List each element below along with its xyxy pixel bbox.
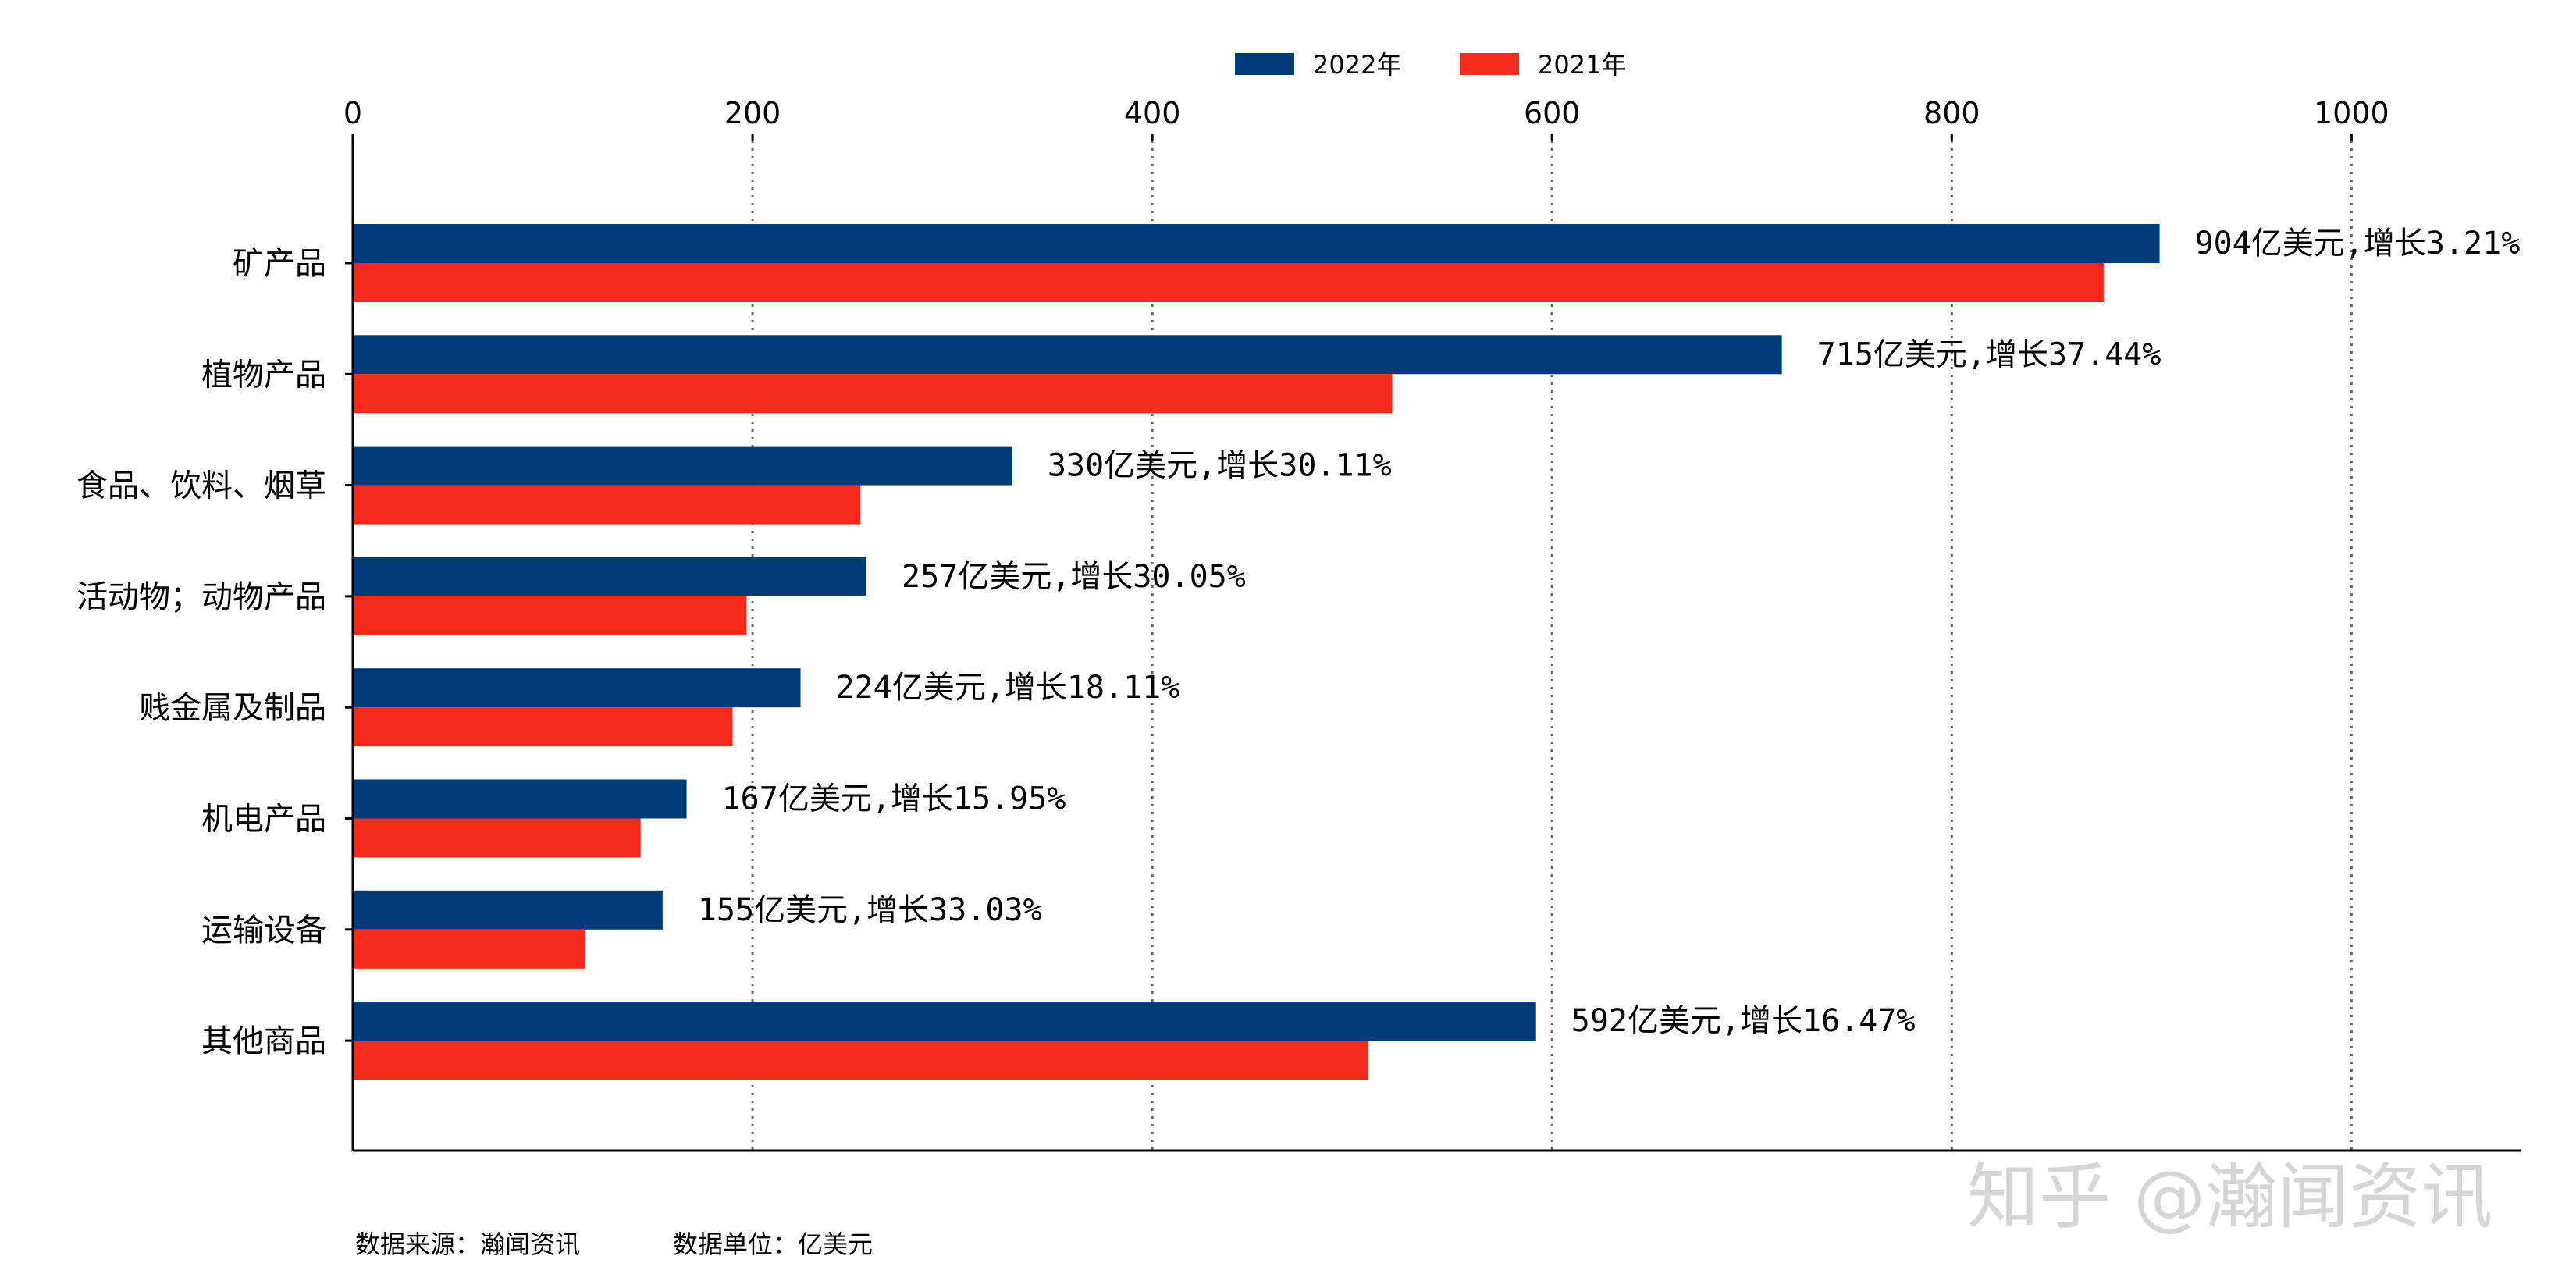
category-label: 植物产品 xyxy=(201,357,326,393)
legend: 2022年 2021年 xyxy=(1235,50,1626,80)
x-tick-label: 200 xyxy=(724,96,781,130)
x-tick-labels: 0 200 400 600 800 1000 xyxy=(343,96,2389,130)
bar-series2 xyxy=(353,485,861,525)
x-tick-label: 600 xyxy=(1524,96,1581,130)
data-labels: 904亿美元,增长3.21% 715亿美元,增长37.44% 330亿美元,增长30… xyxy=(698,226,2520,1039)
legend-swatch xyxy=(1235,53,1294,75)
x-tick-label: 0 xyxy=(343,96,362,130)
data-label: 330亿美元,增长30.11% xyxy=(1048,448,1392,484)
bar-series1 xyxy=(353,668,801,708)
bar-series2 xyxy=(353,818,641,858)
bar-series2 xyxy=(353,596,747,635)
bar-series1 xyxy=(353,890,663,930)
data-label: 155亿美元,增长33.03% xyxy=(698,892,1042,928)
category-labels: 矿产品植物产品食品、饮料、烟草活动物；动物产品贱金属及制品机电产品运输设备其他商… xyxy=(76,246,326,1059)
x-tick-label: 400 xyxy=(1124,96,1181,130)
bar-series1 xyxy=(353,335,1782,375)
bars xyxy=(353,224,2160,1080)
axes xyxy=(345,134,2521,1152)
category-label: 其他商品 xyxy=(201,1023,326,1059)
legend-label: 2021年 xyxy=(1538,50,1626,80)
watermark-text: 知乎 @瀚闻资讯 xyxy=(1967,1155,2492,1239)
bar-series1 xyxy=(353,557,867,596)
bar-series1 xyxy=(353,224,2160,263)
unit-note: 数据单位：亿美元 xyxy=(673,1229,873,1259)
data-label: 904亿美元,增长3.21% xyxy=(2195,226,2521,262)
bar-series1 xyxy=(353,446,1012,486)
data-label: 224亿美元,增长18.11% xyxy=(836,670,1180,706)
source-note: 数据来源：瀚闻资讯 xyxy=(355,1229,580,1259)
bar-series1 xyxy=(353,779,687,819)
bar-series1 xyxy=(353,1002,1536,1041)
bar-series2 xyxy=(353,374,1393,414)
data-label: 257亿美元,增长30.05% xyxy=(902,559,1246,595)
category-label: 矿产品 xyxy=(233,246,326,282)
bar-series2 xyxy=(353,263,2104,302)
bar-series2 xyxy=(353,707,733,747)
legend-swatch xyxy=(1460,53,1519,75)
data-label: 592亿美元,增长16.47% xyxy=(1571,1003,1916,1039)
data-label: 715亿美元,增长37.44% xyxy=(1817,336,2161,372)
x-tick-label: 800 xyxy=(1923,96,1980,130)
category-label: 贱金属及制品 xyxy=(139,690,326,726)
bar-series2 xyxy=(353,929,585,969)
legend-label: 2022年 xyxy=(1313,50,1401,80)
bar-series2 xyxy=(353,1041,1368,1080)
data-label: 167亿美元,增长15.95% xyxy=(722,781,1066,817)
category-label: 机电产品 xyxy=(201,802,326,838)
category-label: 运输设备 xyxy=(201,913,326,948)
category-label: 活动物；动物产品 xyxy=(76,579,326,615)
category-label: 食品、饮料、烟草 xyxy=(76,468,326,504)
x-tick-label: 1000 xyxy=(2314,96,2389,130)
